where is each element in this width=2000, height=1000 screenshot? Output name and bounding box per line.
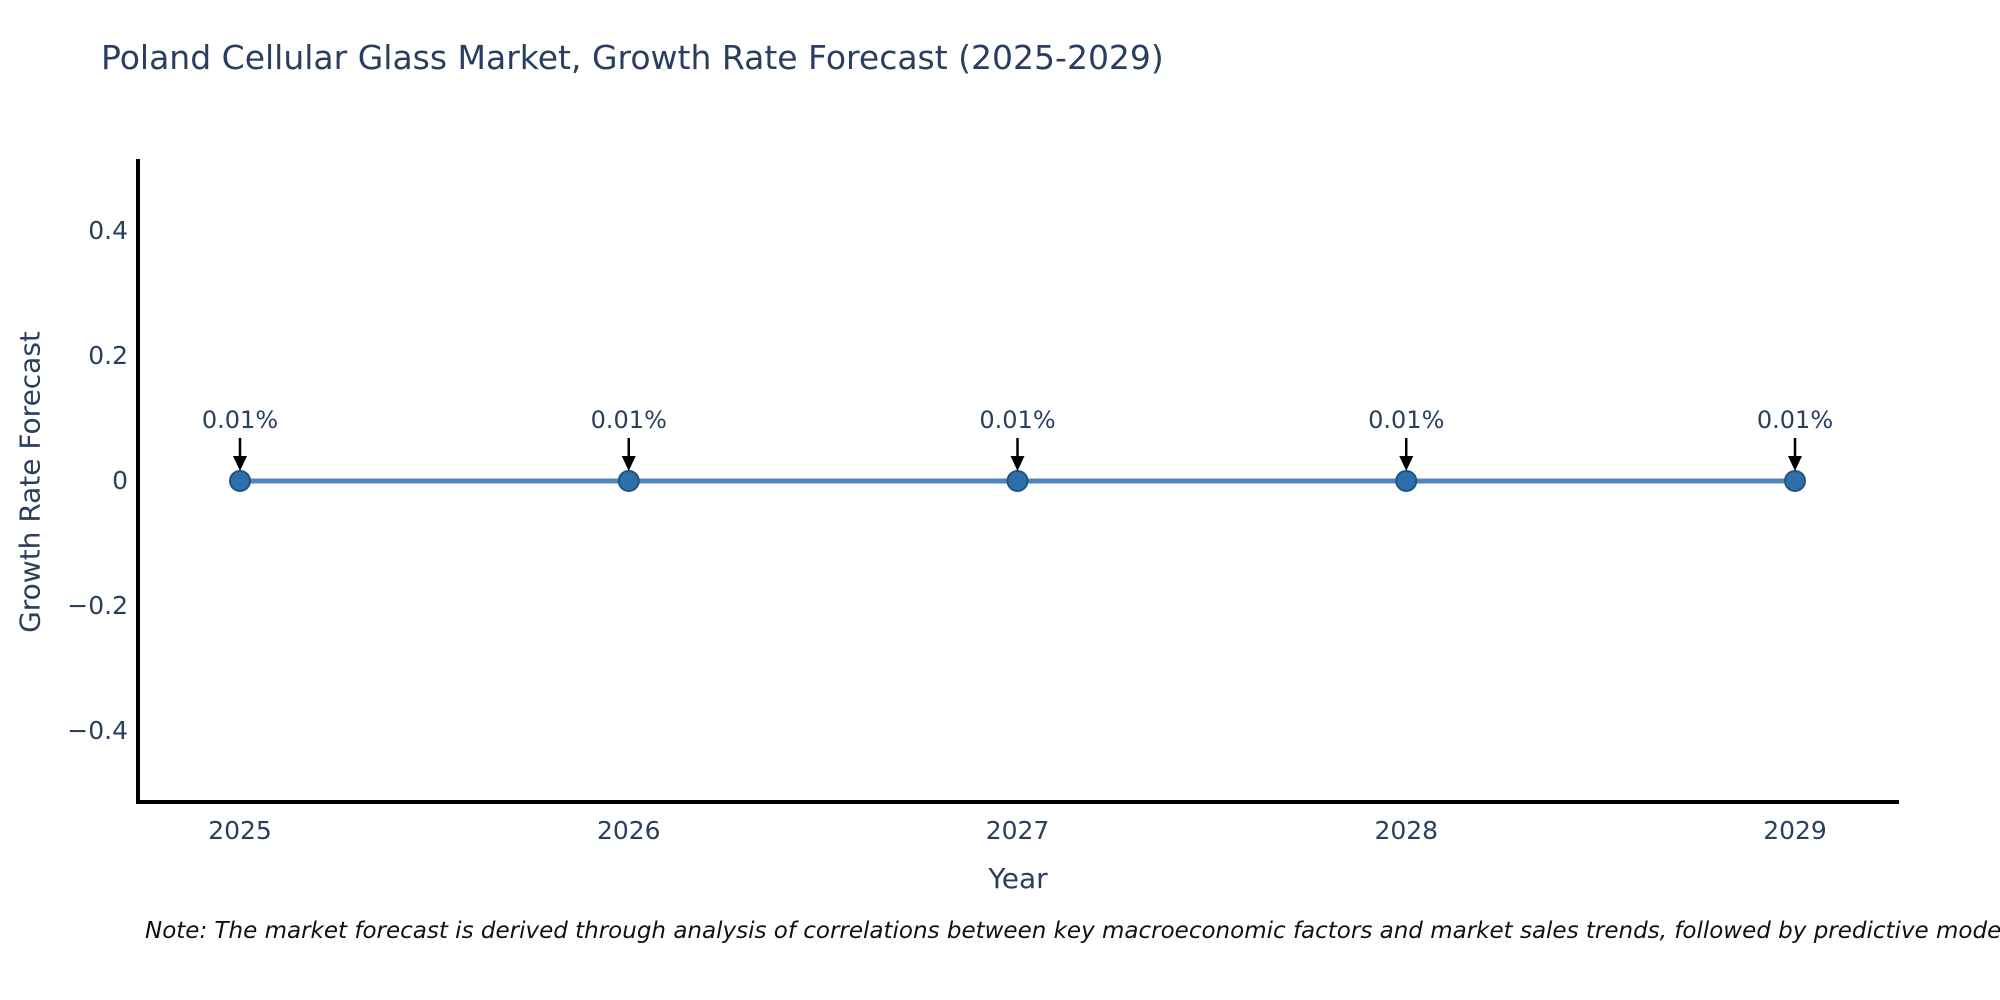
annotation-arrowhead	[1010, 455, 1025, 471]
data-point-marker	[229, 469, 251, 492]
annotation-arrowhead	[1399, 455, 1414, 471]
data-point-label: 0.01%	[1368, 406, 1445, 434]
y-tick-label: −0.2	[67, 591, 128, 620]
footnote: Note: The market forecast is derived thr…	[145, 918, 2000, 944]
x-tick-label: 2026	[596, 816, 661, 845]
x-tick-label: 2025	[208, 816, 272, 845]
data-point-label: 0.01%	[590, 406, 667, 434]
y-tick-label: −0.4	[67, 716, 128, 745]
data-point-marker	[1006, 469, 1029, 492]
data-point-label: 0.01%	[1756, 406, 1834, 434]
y-tick-label: 0.4	[88, 216, 128, 245]
data-point-marker	[617, 469, 640, 492]
x-axis-title: Year	[988, 862, 1048, 895]
data-point-marker	[1395, 469, 1418, 492]
chart-title: Poland Cellular Glass Market, Growth Rat…	[101, 38, 1164, 77]
y-tick-label: 0	[112, 466, 128, 495]
data-point-marker	[1784, 469, 1806, 492]
annotation-arrowhead	[233, 455, 247, 471]
annotation-arrowhead	[1788, 455, 1802, 471]
y-tick-label: 0.2	[88, 341, 128, 370]
data-point-label: 0.01%	[979, 406, 1056, 434]
annotation-arrowhead	[621, 455, 636, 471]
x-tick-label: 2027	[985, 816, 1050, 845]
x-tick-label: 2028	[1374, 816, 1439, 845]
data-point-label: 0.01%	[201, 406, 279, 434]
x-tick-label: 2029	[1763, 816, 1827, 845]
